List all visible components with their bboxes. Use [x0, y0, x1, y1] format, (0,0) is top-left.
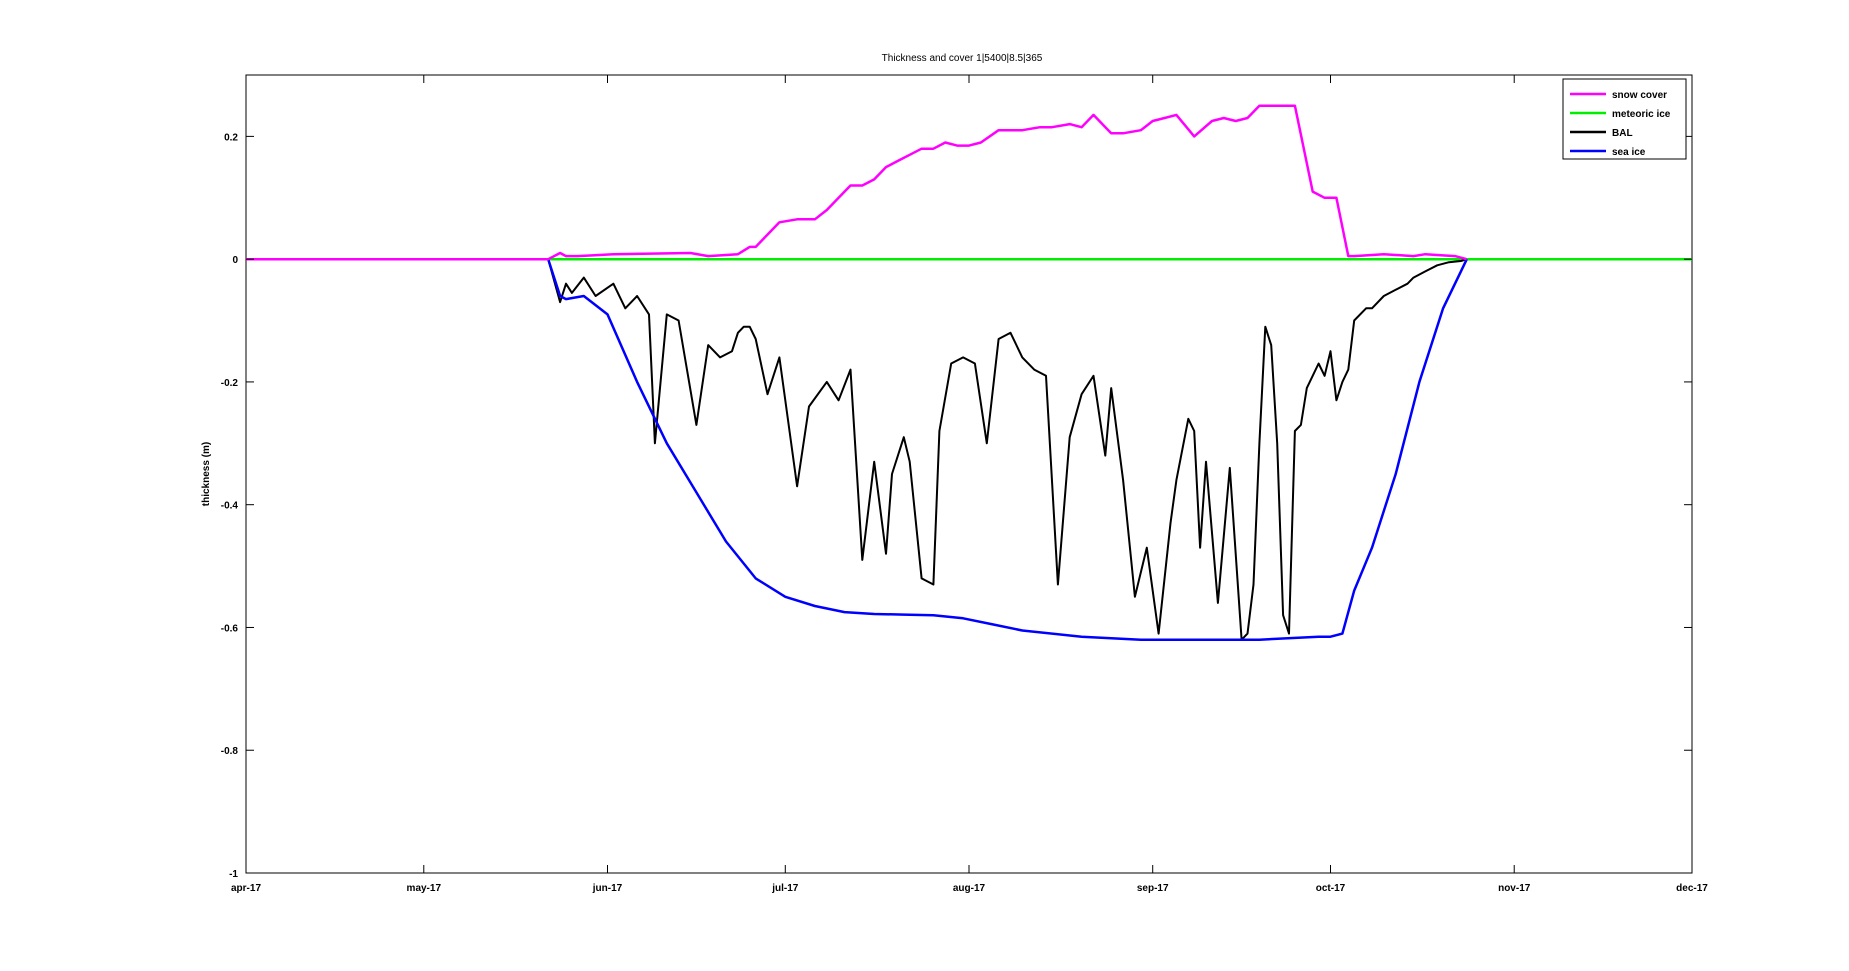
plot-area: [245, 74, 1693, 874]
series-line-bal: [246, 258, 1468, 641]
series-line-sea-ice: [246, 257, 1468, 641]
legend-label: BAL: [1612, 128, 1633, 139]
x-tick-label: nov-17: [1498, 883, 1531, 894]
y-tick-label: 0.2: [224, 132, 238, 143]
x-tick-label: sep-17: [1137, 883, 1169, 894]
chart-title: Thickness and cover 1|5400|8.5|365: [882, 53, 1043, 64]
x-tick-label: aug-17: [953, 883, 986, 894]
series-layer: [246, 104, 1692, 641]
legend-box: [1562, 78, 1687, 160]
x-tick-label: oct-17: [1316, 883, 1346, 894]
x-tick-label: jun-17: [592, 883, 623, 894]
y-tick-label: 0: [232, 255, 238, 266]
legend-items: snow cover meteoric ice BAL sea ice: [1570, 90, 1671, 158]
legend: snow cover meteoric ice BAL sea ice: [1562, 78, 1687, 160]
legend-label: snow cover: [1612, 90, 1667, 101]
y-tick-label: -0.6: [221, 623, 239, 634]
y-tick-label: -0.4: [221, 501, 239, 512]
y-tick-label: -1: [229, 869, 238, 880]
legend-label: sea ice: [1612, 147, 1646, 158]
x-tick-label: apr-17: [231, 883, 261, 894]
x-tick-label: may-17: [407, 883, 442, 894]
ticks-layer: apr-17 may-17 jun-17 jul-17 aug-17 sep-17 oct-…: [221, 75, 1708, 894]
series-line-snow-cover: [246, 104, 1468, 261]
y-tick-label: -0.2: [221, 378, 239, 389]
x-tick-label: dec-17: [1676, 883, 1708, 894]
y-axis-label: thickness (m): [201, 442, 212, 506]
x-tick-label: jul-17: [771, 883, 799, 894]
y-tick-label: -0.8: [221, 746, 239, 757]
legend-label: meteoric ice: [1612, 109, 1671, 120]
